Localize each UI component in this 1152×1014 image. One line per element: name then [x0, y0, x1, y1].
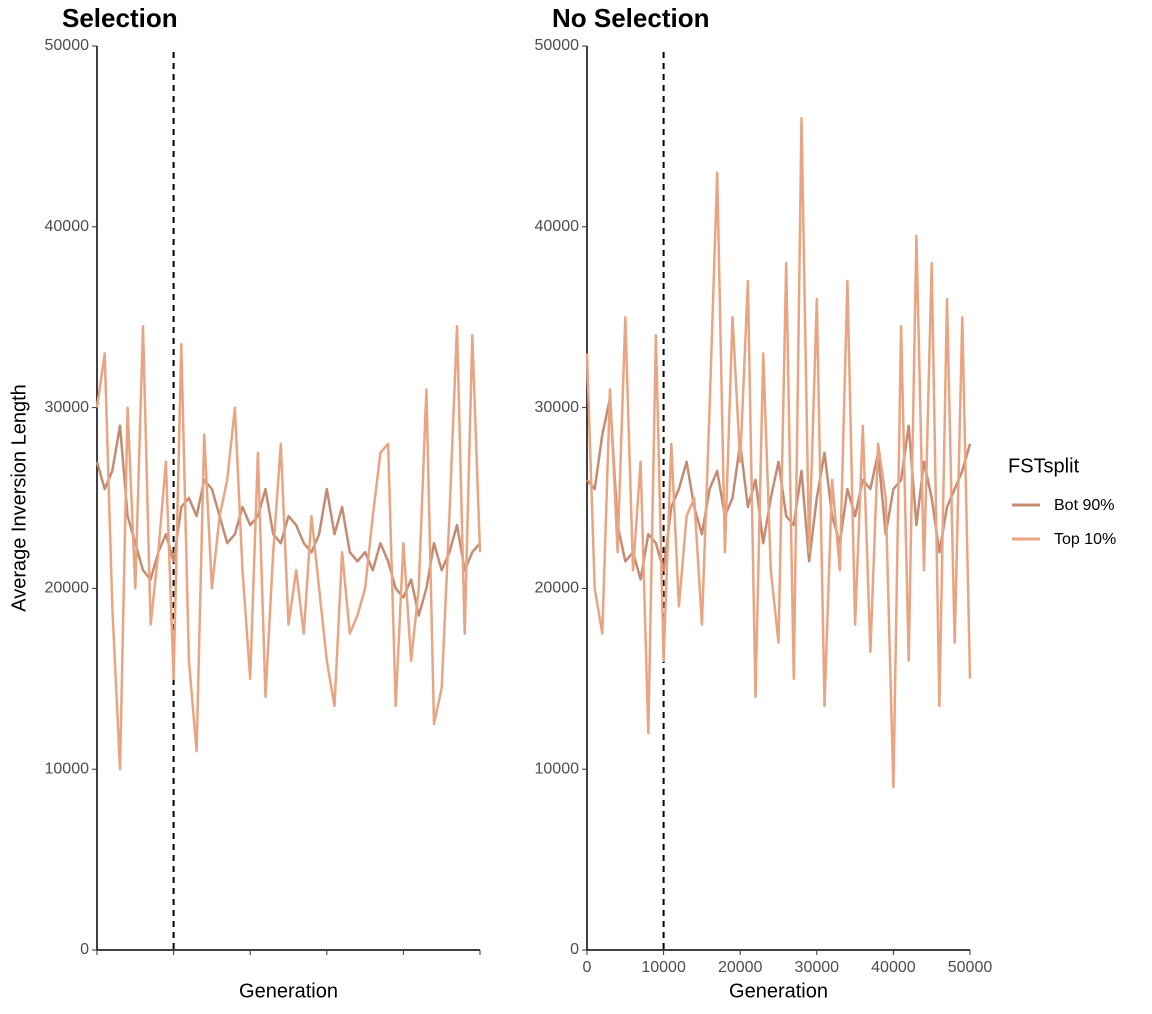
y-tick-label: 30000: [535, 399, 580, 416]
y-tick-label: 20000: [535, 580, 580, 597]
legend-label: Bot 90%: [1054, 497, 1114, 514]
y-tick-label: 40000: [535, 218, 580, 235]
y-tick-label: 40000: [45, 218, 90, 235]
y-tick-label: 0: [570, 941, 579, 958]
y-tick-label: 50000: [535, 37, 580, 54]
legend-label: Top 10%: [1054, 531, 1116, 548]
series-line: [585, 117, 972, 789]
panel-title: Selection: [62, 3, 178, 33]
y-tick-label: 10000: [535, 760, 580, 777]
y-tick-label: 30000: [45, 399, 90, 416]
x-tick-label: 10000: [151, 959, 196, 976]
x-tick-label: 30000: [305, 959, 350, 976]
legend-title: FSTsplit: [1008, 455, 1080, 477]
x-tick-label: 10000: [641, 959, 686, 976]
x-tick-label: 40000: [381, 959, 426, 976]
x-tick-label: 20000: [228, 959, 273, 976]
x-axis-label: Generation: [729, 980, 828, 1002]
x-axis-label: Generation: [239, 980, 338, 1002]
x-tick-label: 40000: [871, 959, 916, 976]
x-tick-label: 0: [583, 959, 592, 976]
y-tick-label: 20000: [45, 580, 90, 597]
y-tick-label: 50000: [45, 37, 90, 54]
y-tick-label: 10000: [45, 760, 90, 777]
x-tick-label: 0: [93, 959, 102, 976]
x-tick-label: 20000: [718, 959, 763, 976]
y-tick-label: 0: [80, 941, 89, 958]
x-tick-label: 50000: [948, 959, 993, 976]
x-tick-label: 50000: [458, 959, 503, 976]
y-axis-label: Average Inversion Length: [8, 384, 30, 612]
panel-title: No Selection: [552, 3, 709, 33]
x-tick-label: 30000: [795, 959, 840, 976]
series-line: [95, 324, 482, 771]
